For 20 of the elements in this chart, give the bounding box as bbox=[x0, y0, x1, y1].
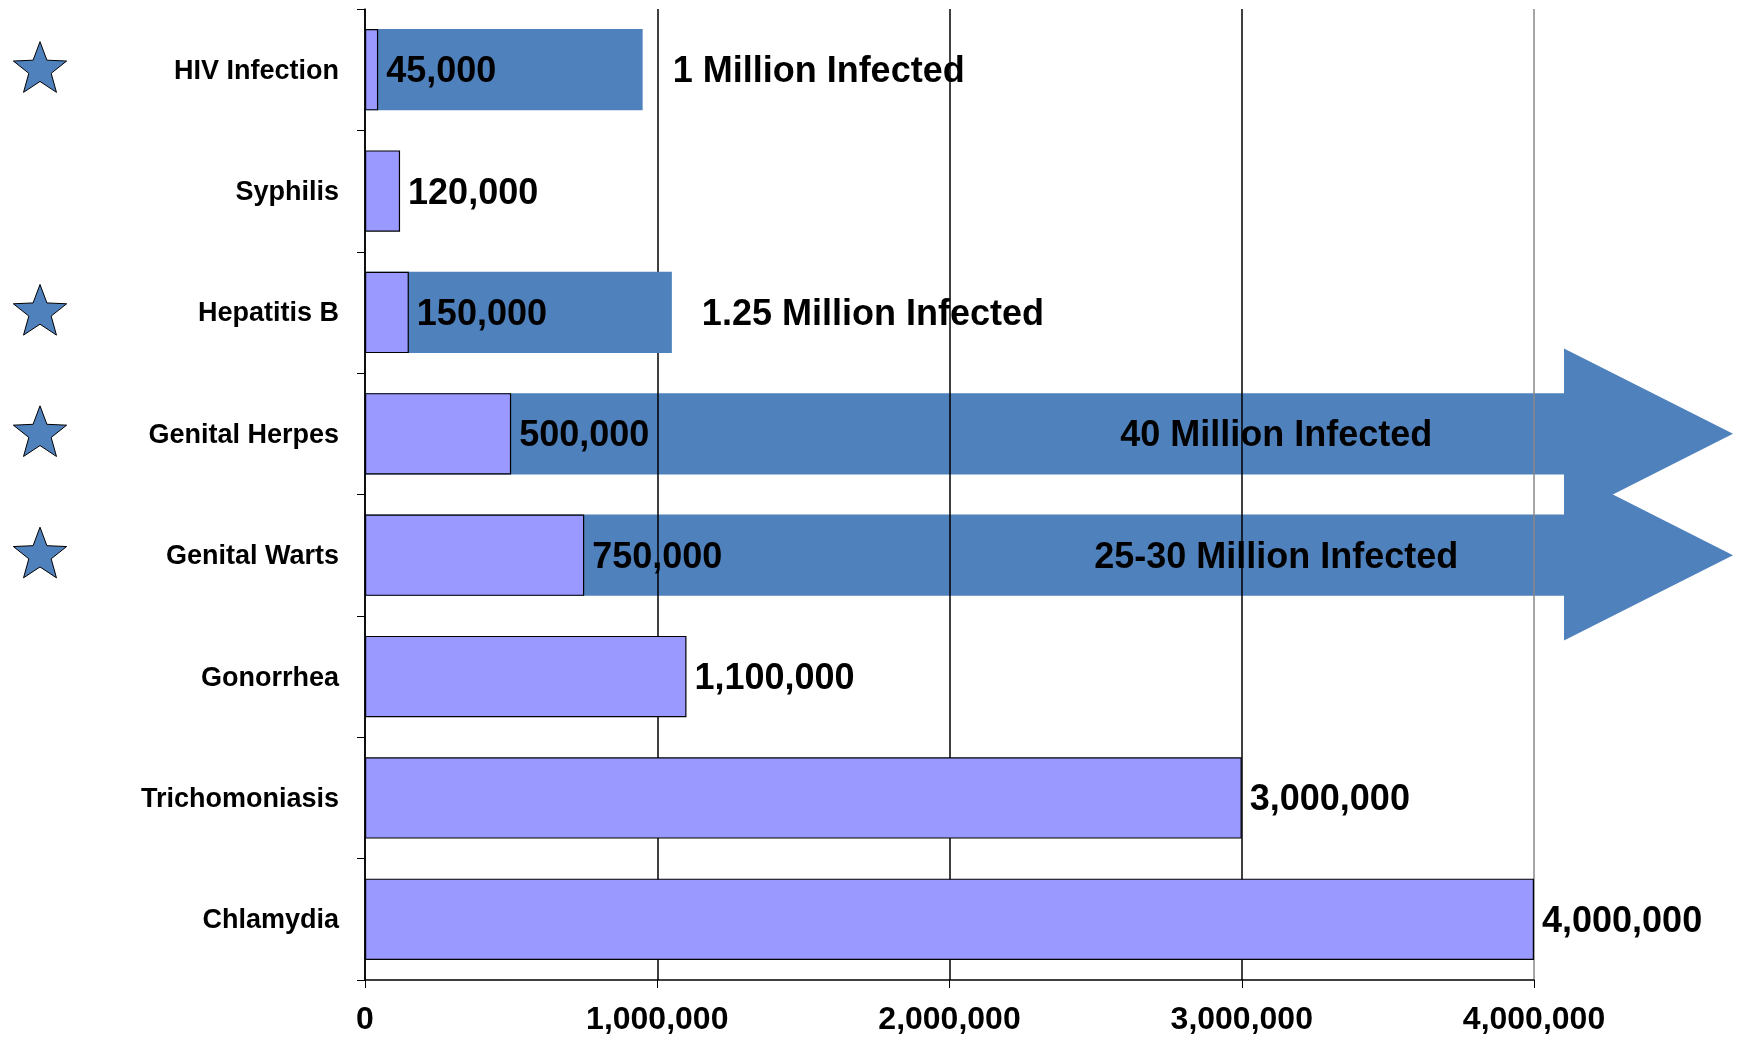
x-tick-label: 1,000,000 bbox=[586, 1000, 729, 1036]
data-label: 3,000,000 bbox=[1249, 777, 1410, 819]
data-label: 150,000 bbox=[416, 291, 547, 333]
y-tick-label: Genital Herpes bbox=[148, 418, 339, 449]
data-label: 45,000 bbox=[386, 49, 497, 91]
y-tick-label: Hepatitis B bbox=[197, 297, 339, 328]
data-label: 500,000 bbox=[519, 413, 650, 455]
y-tick-label: Syphilis bbox=[235, 176, 339, 207]
x-tick-label: 0 bbox=[356, 1000, 374, 1036]
y-tick-label: HIV Infection bbox=[173, 54, 339, 85]
y-tick-label: Chlamydia bbox=[202, 904, 340, 935]
data-label: 120,000 bbox=[408, 170, 539, 212]
y-tick-label: Gonorrhea bbox=[200, 661, 340, 692]
y-tick-label: Genital Warts bbox=[165, 540, 339, 571]
y-tick-label: Trichomoniasis bbox=[140, 782, 339, 813]
data-label: 1,100,000 bbox=[694, 656, 855, 698]
x-tick-label: 3,000,000 bbox=[1170, 1000, 1313, 1036]
x-tick-label: 2,000,000 bbox=[878, 1000, 1021, 1036]
data-label: 4,000,000 bbox=[1542, 898, 1703, 940]
x-tick-label: 4,000,000 bbox=[1462, 1000, 1606, 1036]
